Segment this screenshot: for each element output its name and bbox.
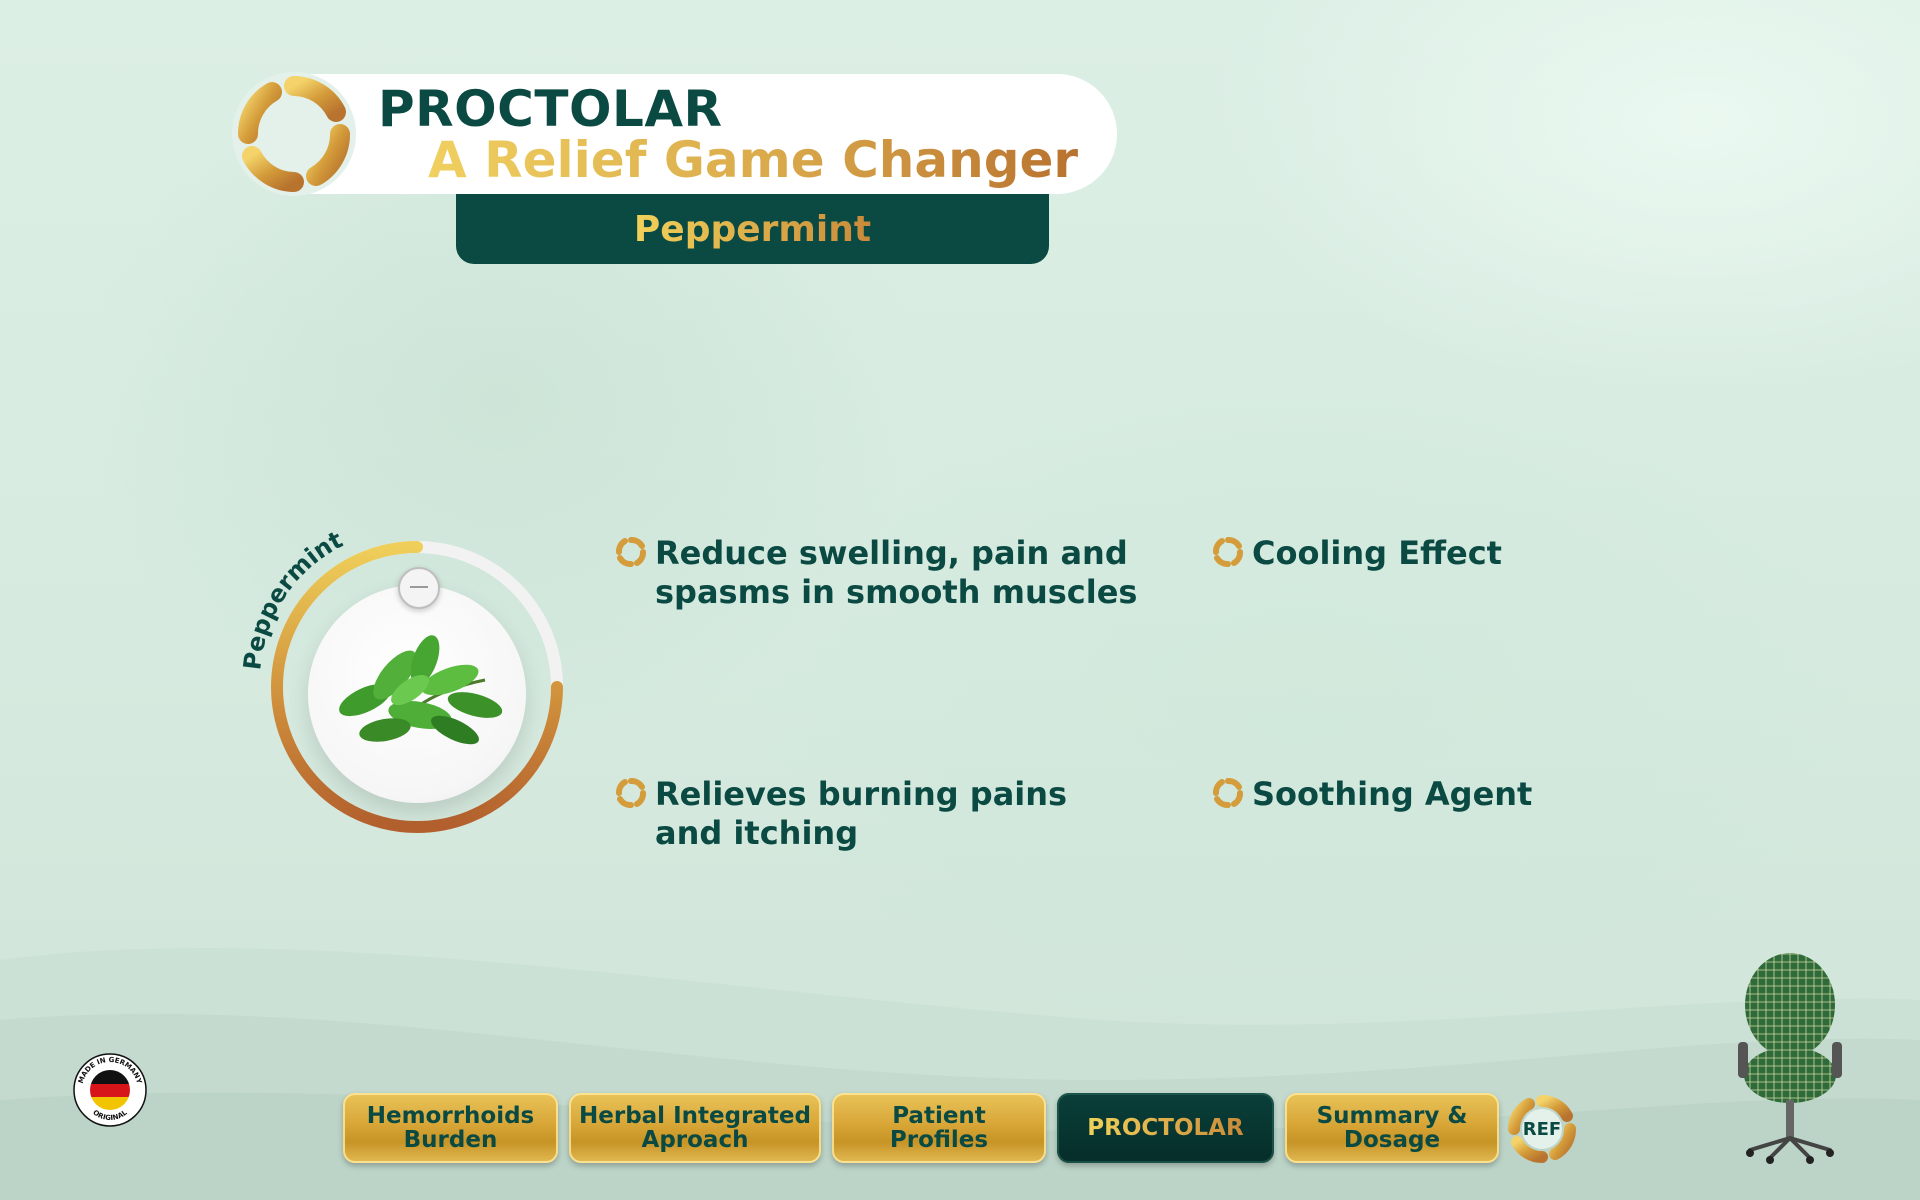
nav-label-line2: Dosage (1343, 1127, 1441, 1153)
benefit-text-line1: Relieves burning pains (655, 775, 1068, 813)
nav-proctolar[interactable]: PROCTOLAR (1057, 1093, 1274, 1163)
nav-herbal-integrated-approach[interactable]: Herbal Integrated Aproach (569, 1093, 821, 1163)
nav-label-line2: Aproach (641, 1127, 749, 1153)
made-in-germany-badge: MADE IN GERMANY ORIGINAL (73, 1053, 147, 1127)
nav-label: Patient Profiles (889, 1103, 989, 1153)
nav-label-line1: Herbal Integrated (579, 1103, 811, 1129)
section-tab-label: Peppermint (633, 208, 872, 250)
ring-slider-knob[interactable] (398, 567, 440, 609)
benefit-text-line1: Soothing Agent (1252, 775, 1533, 813)
cactus-chair-icon (1738, 953, 1842, 1164)
benefit-text-line2: spasms in smooth muscles (655, 573, 1138, 611)
germany-flag-icon (90, 1070, 130, 1110)
nav-hemorrhoids-burden[interactable]: Hemorrhoids Burden (343, 1093, 558, 1163)
benefit-text-line1: Cooling Effect (1252, 534, 1502, 572)
ref-logo-icon (1507, 1094, 1577, 1164)
nav-patient-profiles[interactable]: Patient Profiles (832, 1093, 1046, 1163)
benefit-text-line1: Reduce swelling, pain and (655, 534, 1128, 572)
bullet-logo-icon (616, 778, 646, 808)
peppermint-leaves-icon (339, 635, 503, 745)
proctolar-logo-icon (232, 72, 356, 196)
nav-label: PROCTOLAR (1087, 1115, 1244, 1141)
brand-title: PROCTOLAR (378, 80, 723, 138)
nav-label-line1: Hemorrhoids (366, 1103, 535, 1129)
nav-label-line1: Summary & (1316, 1103, 1468, 1129)
benefit-item: Reduce swelling, pain and spasms in smoo… (616, 534, 1138, 612)
tagline: A Relief Game Changer (428, 131, 1079, 189)
nav-summary-dosage[interactable]: Summary & Dosage (1285, 1093, 1499, 1163)
section-tab: Peppermint (456, 194, 1049, 264)
bullet-logo-icon (616, 537, 646, 567)
benefit-text-line2: and itching (655, 814, 859, 852)
benefit-item: Soothing Agent (1213, 775, 1533, 814)
ingredient-ring: Peppermint (240, 526, 563, 833)
nav-label-line2: Burden (403, 1127, 498, 1153)
ref-label: REF (1522, 1118, 1562, 1140)
bullet-logo-icon (1213, 778, 1243, 808)
benefit-item: Cooling Effect (1213, 534, 1502, 573)
title-banner (310, 74, 1117, 194)
bullet-logo-icon (1213, 537, 1243, 567)
ref-button[interactable]: REF (1506, 1093, 1578, 1165)
benefit-item: Relieves burning pains and itching (616, 775, 1068, 853)
